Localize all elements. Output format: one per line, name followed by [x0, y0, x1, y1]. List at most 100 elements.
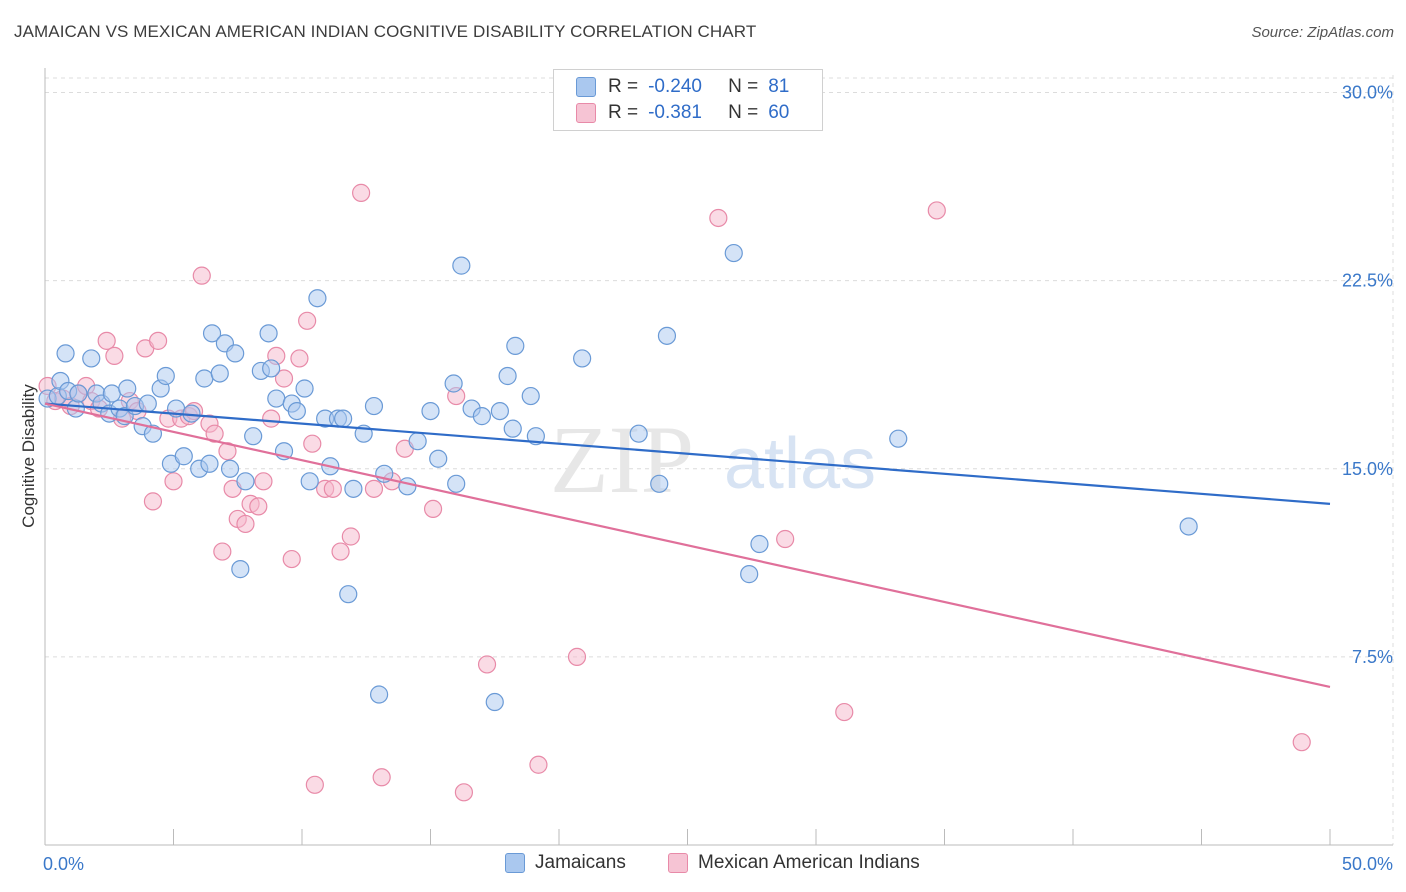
- data-point: [262, 359, 281, 378]
- legend-swatch-pink: [576, 103, 596, 123]
- data-point: [205, 424, 224, 443]
- data-point: [573, 349, 592, 368]
- data-point: [164, 472, 183, 491]
- data-point: [421, 401, 440, 421]
- data-point: [429, 449, 448, 468]
- y-tick-labels: 7.5% 15.0% 22.5% 30.0%: [1342, 83, 1393, 667]
- data-point: [156, 366, 175, 386]
- data-point: [295, 379, 314, 398]
- data-point: [339, 585, 358, 604]
- y-tick-label: 22.5%: [1342, 271, 1393, 291]
- data-point: [56, 344, 75, 363]
- data-point: [274, 369, 294, 388]
- data-point: [244, 427, 263, 446]
- data-point: [398, 477, 417, 496]
- y-tick-label: 30.0%: [1342, 83, 1393, 103]
- data-point: [220, 459, 240, 478]
- data-point: [97, 331, 116, 350]
- data-point: [192, 266, 211, 285]
- data-point: [657, 326, 677, 345]
- trend-lines: [44, 402, 1331, 689]
- data-point: [303, 434, 322, 453]
- data-point: [236, 514, 255, 534]
- data-point: [262, 409, 281, 428]
- r-label: R =: [608, 102, 639, 123]
- data-point: [305, 775, 324, 794]
- data-point: [372, 768, 391, 787]
- data-point: [202, 324, 222, 343]
- data-point: [444, 374, 463, 393]
- data-point: [1292, 733, 1311, 752]
- x-tick-label: 0.0%: [43, 854, 84, 874]
- data-point: [506, 336, 525, 355]
- data-point: [650, 474, 669, 493]
- legend-label: Jamaicans: [535, 852, 626, 873]
- data-point: [408, 432, 427, 451]
- data-point: [308, 289, 327, 308]
- data-point: [485, 692, 504, 712]
- data-point: [835, 702, 854, 722]
- data-point: [529, 755, 548, 774]
- data-point: [290, 349, 309, 368]
- data-point: [472, 407, 491, 426]
- data-point: [740, 565, 759, 584]
- data-point: [364, 396, 384, 416]
- data-point: [287, 401, 306, 421]
- trend-line-mexican-american-indians: [44, 402, 1331, 689]
- data-point: [298, 311, 317, 330]
- data-point: [344, 479, 363, 498]
- data-point: [200, 454, 219, 473]
- watermark-zip: ZIP: [550, 406, 694, 513]
- data-point: [259, 324, 278, 343]
- data-point: [521, 386, 540, 406]
- data-point: [370, 685, 389, 704]
- data-point: [195, 369, 214, 388]
- data-point: [750, 534, 769, 554]
- legend-row-jamaicans: R = -0.240 N = 81: [576, 74, 789, 100]
- source-label: Source: ZipAtlas.com: [1251, 24, 1394, 41]
- data-point: [226, 344, 245, 363]
- data-point: [526, 427, 545, 446]
- y-axis-label: Cognitive Disability: [19, 384, 38, 528]
- correlation-legend: R = -0.240 N = 81 R = -0.381 N = 60: [553, 69, 823, 131]
- n-value: 81: [768, 76, 790, 97]
- data-point: [477, 655, 497, 674]
- data-point: [331, 542, 350, 561]
- x-tick-label: 50.0%: [1342, 854, 1393, 874]
- data-point: [927, 201, 946, 220]
- legend-swatch-pink: [668, 853, 688, 873]
- legend-item-mexican-american-indians[interactable]: Mexican American Indians: [668, 852, 920, 874]
- chart-title: JAMAICAN VS MEXICAN AMERICAN INDIAN COGN…: [14, 22, 757, 41]
- data-point: [148, 331, 168, 350]
- data-point: [341, 527, 360, 546]
- y-tick-label: 15.0%: [1342, 459, 1393, 479]
- data-point: [334, 409, 353, 428]
- data-point: [282, 549, 301, 569]
- data-point: [447, 474, 466, 493]
- r-label: R =: [608, 76, 639, 97]
- r-value: -0.240: [648, 76, 702, 97]
- legend-row-mexican-american-indians: R = -0.381 N = 60: [576, 100, 789, 126]
- series-legend: Jamaicans Mexican American Indians: [0, 852, 1406, 878]
- data-point: [213, 542, 232, 561]
- watermark: ZIP atlas: [550, 406, 876, 513]
- legend-swatch-blue: [505, 853, 525, 873]
- legend-item-jamaicans[interactable]: Jamaicans: [505, 852, 626, 874]
- data-point: [503, 419, 522, 438]
- r-value: -0.381: [648, 102, 702, 123]
- data-point: [490, 401, 509, 421]
- data-point: [69, 384, 88, 403]
- watermark-atlas: atlas: [724, 424, 876, 504]
- data-point: [724, 243, 743, 263]
- y-tick-label: 7.5%: [1352, 647, 1393, 667]
- data-point: [423, 499, 443, 519]
- trend-line-jamaicans: [44, 402, 1331, 505]
- data-point: [249, 497, 268, 516]
- data-point: [143, 492, 163, 511]
- data-point: [709, 208, 728, 228]
- n-label: N =: [728, 102, 759, 123]
- data-point: [454, 783, 474, 802]
- x-tick-labels: 0.0% 50.0%: [43, 854, 1393, 874]
- data-point: [254, 472, 273, 491]
